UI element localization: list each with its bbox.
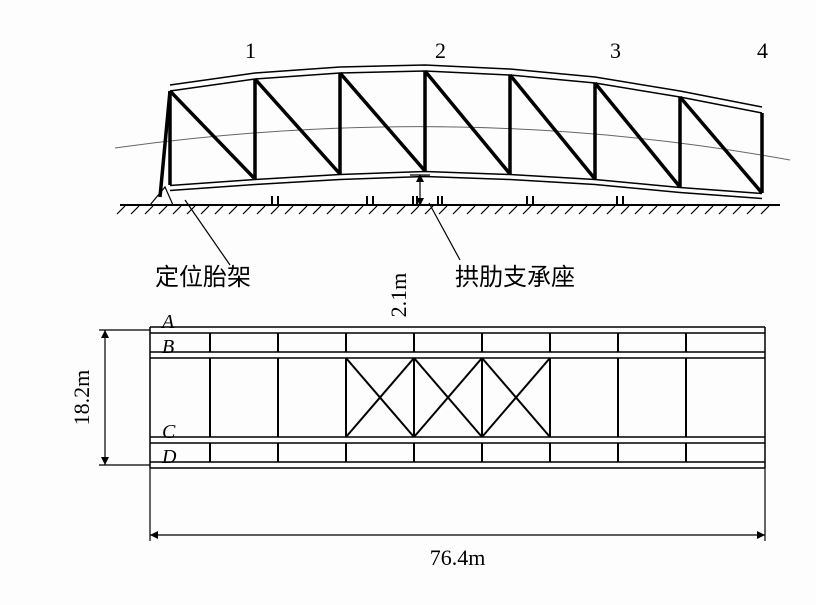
dim-2-1m: 2.1m [386,273,411,318]
support-label: 拱肋支承座 [455,264,575,291]
plan-chord-label: C [162,421,176,443]
segment-label: 1 [245,38,256,63]
jig-label: 定位胎架 [155,264,251,291]
dim-76-4m: 76.4m [430,545,486,570]
plan-view: AB CD 18.2m 76.4m [69,311,765,570]
plan-chord-label: B [162,336,174,358]
plan-chord-label: A [160,311,175,333]
dim-18-2m: 18.2m [69,370,94,426]
elevation-view: 1 2 3 4 定位胎架 拱肋支承座 2.1m [115,38,790,317]
segment-label: 3 [610,38,621,63]
plan-chord-label: D [161,446,177,468]
segment-label: 2 [435,38,446,63]
segment-label: 4 [757,38,768,63]
